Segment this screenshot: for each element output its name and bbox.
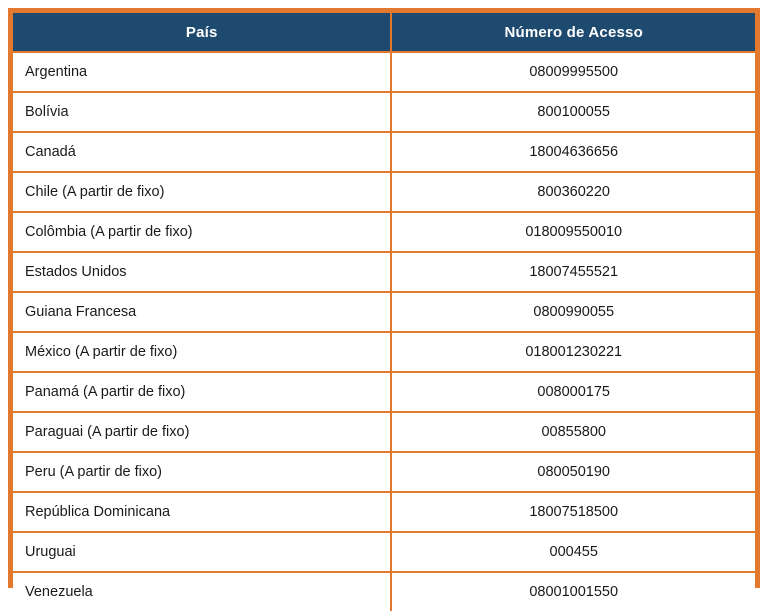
cell-access-number: 080050190 — [391, 451, 755, 492]
table-row: Venezuela 08001001550 — [13, 571, 755, 611]
table-row: República Dominicana 18007518500 — [13, 491, 755, 532]
page-container: País Número de Acesso Argentina 080099955… — [8, 8, 760, 611]
table-header: País Número de Acesso — [13, 13, 755, 52]
cell-access-number: 00855800 — [391, 411, 755, 452]
cell-access-number: 18007455521 — [391, 251, 755, 292]
table-body: Argentina 08009995500 Bolívia 800100055 Cana… — [13, 51, 755, 611]
cell-country: Uruguai — [13, 531, 393, 572]
cell-access-number: 08009995500 — [391, 51, 755, 92]
table-row: Peru (A partir de fixo) 080050190 — [13, 451, 755, 492]
cell-country: Estados Unidos — [13, 251, 393, 292]
cell-access-number: 000455 — [391, 531, 755, 572]
cell-access-number: 18004636656 — [391, 131, 755, 172]
table-row: Bolívia 800100055 — [13, 91, 755, 132]
cell-country: Argentina — [13, 51, 393, 92]
table-row: Uruguai 000455 — [13, 531, 755, 572]
table-frame: País Número de Acesso Argentina 080099955… — [8, 8, 760, 611]
column-header-country: País — [13, 13, 393, 52]
cell-country: Bolívia — [13, 91, 393, 132]
cell-country: Panamá (A partir de fixo) — [13, 371, 393, 412]
cell-access-number: 08001001550 — [391, 571, 755, 611]
column-header-access-number: Número de Acesso — [391, 13, 755, 52]
table-row: Canadá 18004636656 — [13, 131, 755, 172]
cell-access-number: 800100055 — [391, 91, 755, 132]
table-row: Paraguai (A partir de fixo) 00855800 — [13, 411, 755, 452]
cell-country: Venezuela — [13, 571, 393, 611]
cell-access-number: 0800990055 — [391, 291, 755, 332]
cell-country: Chile (A partir de fixo) — [13, 171, 393, 212]
cell-access-number: 008000175 — [391, 371, 755, 412]
table-row: Argentina 08009995500 — [13, 51, 755, 92]
cell-access-number: 800360220 — [391, 171, 755, 212]
cell-country: Canadá — [13, 131, 393, 172]
header-row: País Número de Acesso — [13, 13, 755, 52]
table-row: Guiana Francesa 0800990055 — [13, 291, 755, 332]
table-row: Estados Unidos 18007455521 — [13, 251, 755, 292]
cell-country: Guiana Francesa — [13, 291, 393, 332]
cell-access-number: 018001230221 — [391, 331, 755, 372]
cell-country: México (A partir de fixo) — [13, 331, 393, 372]
table-row: Panamá (A partir de fixo) 008000175 — [13, 371, 755, 412]
table-row: Colômbia (A partir de fixo) 018009550010 — [13, 211, 755, 252]
access-numbers-table: País Número de Acesso Argentina 080099955… — [13, 13, 755, 611]
cell-access-number: 18007518500 — [391, 491, 755, 532]
cell-access-number: 018009550010 — [391, 211, 755, 252]
table-row: Chile (A partir de fixo) 800360220 — [13, 171, 755, 212]
cell-country: Colômbia (A partir de fixo) — [13, 211, 393, 252]
cell-country: República Dominicana — [13, 491, 393, 532]
cell-country: Peru (A partir de fixo) — [13, 451, 393, 492]
table-row: México (A partir de fixo) 018001230221 — [13, 331, 755, 372]
cell-country: Paraguai (A partir de fixo) — [13, 411, 393, 452]
